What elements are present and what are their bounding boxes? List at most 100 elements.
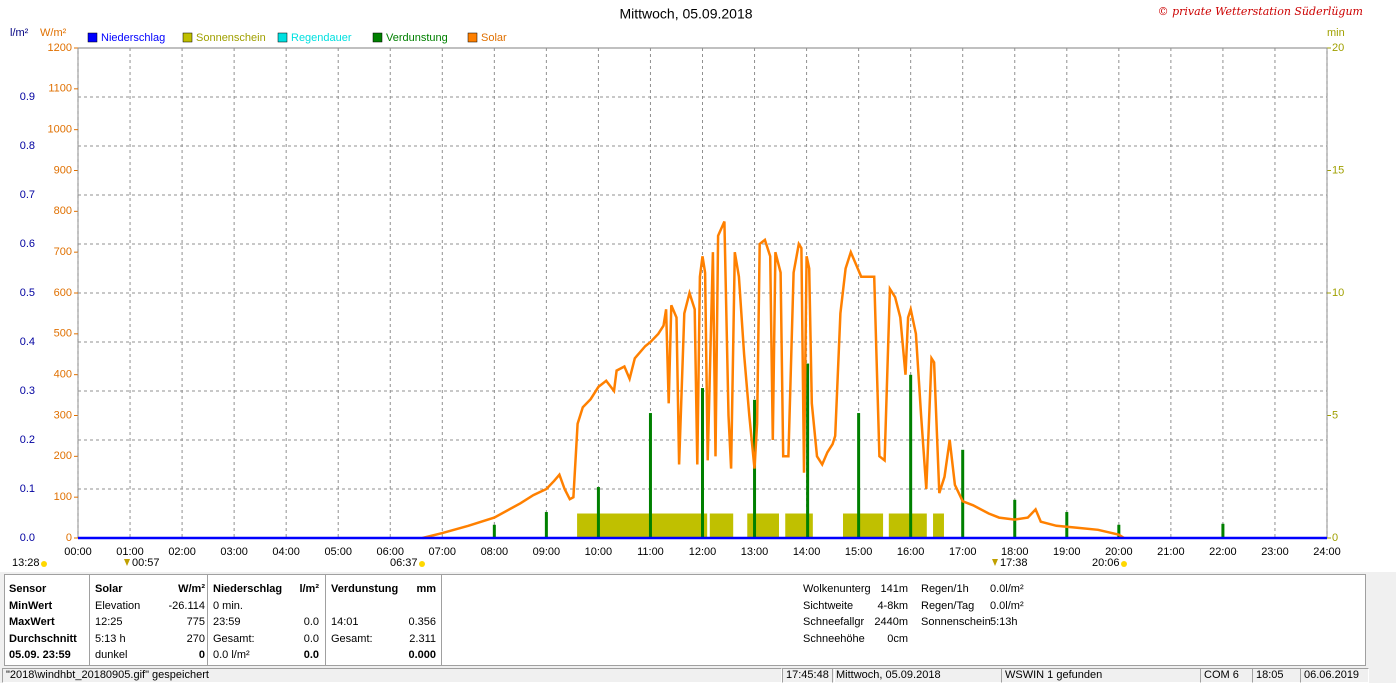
table-cell: 0.000	[408, 649, 436, 661]
table-cell: Gesamt:	[331, 632, 373, 645]
legend-label: Niederschlag	[101, 32, 165, 44]
sun-icon	[1121, 561, 1127, 567]
series-line	[422, 220, 1125, 540]
time-marker-label: 00:57	[132, 557, 160, 569]
stat-label: Sichtweite	[803, 599, 854, 612]
sun-icon	[419, 561, 425, 567]
moon-icon	[124, 559, 130, 566]
table-cell: MinWert	[9, 599, 53, 612]
status-field: 17:45:48	[782, 668, 835, 683]
y3-axis-label: min	[1327, 27, 1345, 39]
x-tick-label: 06:00	[376, 546, 404, 558]
evaporation-spike	[1221, 523, 1225, 538]
sunshine-bar	[888, 513, 927, 538]
x-tick-label: 02:00	[168, 546, 196, 558]
stat-value: 0.0l/m²	[990, 599, 1024, 612]
credit: © private Wetterstation Süderlügum	[1158, 5, 1363, 18]
table-cell: 2.311	[409, 632, 436, 645]
table-cell: MaxWert	[9, 616, 55, 628]
y2-tick-label: 700	[54, 246, 72, 258]
x-tick-label: 22:00	[1209, 546, 1237, 558]
table-cell: 775	[186, 616, 205, 628]
y-tick-label: 0.1	[20, 483, 35, 495]
table-cell: 0.0 l/m²	[213, 649, 250, 661]
stat-value: 0.0l/m²	[990, 583, 1024, 595]
sun-icon	[41, 561, 47, 567]
legend-swatch	[467, 32, 478, 43]
y2-tick-label: 1200	[48, 42, 72, 54]
y2-tick-label: 100	[54, 491, 72, 503]
x-tick-label: 07:00	[429, 546, 457, 558]
status-field: WSWIN 1 gefunden	[1001, 668, 1201, 683]
y2-tick-label: 1100	[48, 83, 72, 95]
y-axis-label: l/m²	[10, 27, 29, 39]
legend-label: Solar	[481, 32, 507, 44]
stat-value: 2440m	[874, 616, 908, 628]
stat-label: Schneehöhe	[803, 632, 865, 645]
table-cell: 5:13 h	[95, 632, 126, 645]
y2-axis-label: W/m²	[40, 27, 67, 39]
status-field: 18:05	[1252, 668, 1301, 683]
table-cell: Gesamt:	[213, 632, 255, 645]
separator	[207, 575, 208, 665]
table-cell: 0.356	[408, 616, 436, 628]
y-tick-label: 0.5	[20, 287, 35, 299]
legend-label: Sonnenschein	[196, 32, 266, 44]
time-marker-label: 20:06	[1092, 557, 1120, 569]
y3-tick-label: 10	[1332, 287, 1344, 299]
y3-tick-label: 20	[1332, 42, 1344, 54]
y2-tick-label: 500	[54, 328, 72, 340]
evaporation-spike	[857, 413, 861, 538]
table-cell: 0 min.	[213, 599, 243, 612]
y-tick-label: 0.3	[20, 385, 35, 397]
x-tick-label: 00:00	[64, 546, 92, 558]
table-cell: 23:59	[213, 616, 241, 628]
evaporation-spike	[596, 487, 600, 538]
x-tick-label: 08:00	[481, 546, 509, 558]
x-tick-label: 12:00	[689, 546, 717, 558]
sunshine-bar	[577, 513, 708, 538]
evaporation-spike	[492, 524, 496, 538]
time-marker-label: 06:37	[390, 557, 418, 569]
status-field: Mittwoch, 05.09.2018	[832, 668, 1002, 683]
stat-value: 141m	[880, 583, 908, 595]
x-tick-label: 15:00	[845, 546, 873, 558]
y2-tick-label: 600	[54, 287, 72, 299]
table-cell: Niederschlag	[213, 583, 283, 595]
time-marker-label: 17:38	[1000, 557, 1028, 569]
y2-tick-label: 300	[54, 409, 72, 421]
y-tick-label: 0.2	[20, 434, 35, 446]
x-tick-label: 11:00	[637, 546, 664, 558]
separator	[325, 575, 326, 665]
x-tick-label: 09:00	[533, 546, 561, 558]
table-cell: mm	[416, 583, 436, 595]
sunshine-bar	[843, 513, 884, 538]
stat-label: Regen/Tag	[921, 599, 975, 612]
x-tick-label: 05:00	[324, 546, 352, 558]
stat-label: Regen/1h	[921, 583, 969, 595]
sunshine-bar	[747, 513, 780, 538]
y2-tick-label: 400	[54, 369, 72, 381]
y-tick-label: 0.4	[20, 336, 35, 348]
table-cell: 0.0	[303, 632, 319, 645]
x-tick-label: 20:00	[1105, 546, 1133, 558]
x-tick-label: 19:00	[1053, 546, 1081, 558]
table-cell: Sensor	[9, 583, 47, 595]
x-tick-label: 17:00	[949, 546, 977, 558]
table-cell: 12:25	[95, 616, 123, 628]
x-tick-label: 18:00	[1001, 546, 1029, 558]
table-cell: 270	[186, 632, 205, 645]
status-field: COM 6	[1200, 668, 1253, 683]
chart-background	[0, 0, 1396, 572]
status-field: 06.06.2019	[1300, 668, 1369, 683]
y-tick-label: 0.7	[20, 189, 35, 201]
evaporation-spike	[701, 388, 704, 538]
y-tick-label: 0.6	[20, 238, 35, 250]
evaporation-spike	[753, 399, 757, 538]
table-cell: 0.0	[303, 649, 319, 661]
legend-label: Verdunstung	[386, 32, 448, 44]
legend-swatch	[372, 32, 383, 43]
y-tick-label: 0.8	[20, 140, 35, 152]
y2-tick-label: 1000	[48, 124, 72, 136]
